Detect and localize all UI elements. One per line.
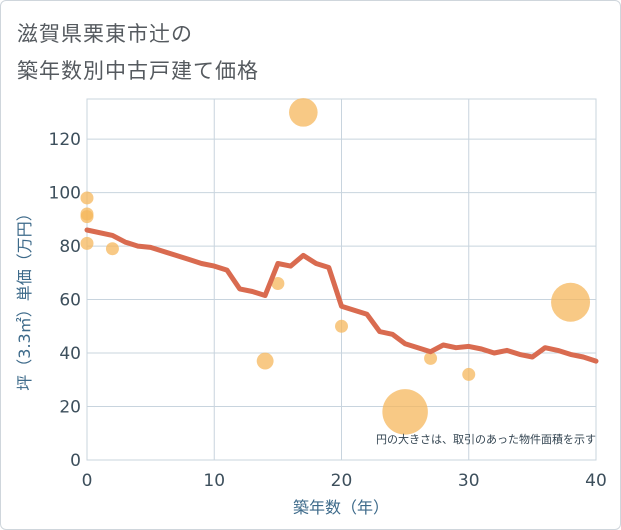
y-tick-label: 60: [59, 291, 81, 311]
bubble-point: [80, 236, 94, 250]
y-tick-label: 120: [49, 130, 81, 150]
y-tick-label: 80: [59, 237, 81, 257]
bubble-point: [105, 242, 119, 256]
bubble-point: [80, 210, 94, 224]
trend-line: [84, 227, 599, 364]
x-tick-label: 10: [203, 471, 225, 491]
x-tick-label: 40: [585, 471, 607, 491]
x-tick-labels: 0 10 20 30 40: [82, 471, 607, 491]
y-tick-label: 100: [49, 184, 81, 204]
chart-title-line1: 滋賀県栗東市辻の: [17, 22, 193, 46]
bubble-point: [271, 277, 285, 291]
bubble-point: [256, 352, 274, 370]
x-tick-label: 0: [82, 471, 93, 491]
bubble-point: [289, 98, 318, 127]
bubble-point: [335, 319, 348, 333]
y-axis-title: 坪（3.3㎡）単価（万円）: [15, 205, 34, 390]
bubble-point: [551, 282, 591, 322]
x-axis-title: 築年数（年）: [293, 498, 389, 517]
bubble-point: [462, 367, 476, 381]
y-tick-labels: 0 20 40 60 80 100 120: [49, 130, 81, 471]
grid-lines: [86, 98, 597, 461]
y-tick-label: 0: [70, 451, 81, 471]
chart-title-line2: 築年数別中古戸建て価格: [17, 59, 259, 83]
y-tick-label: 40: [59, 344, 81, 364]
trend-series: [84, 227, 599, 364]
bubble-point: [80, 191, 94, 205]
bubble-size-note: 円の大きさは、取引のあった物件面積を示す: [376, 432, 596, 446]
y-tick-label: 20: [59, 398, 81, 418]
bubble-series: [80, 98, 591, 435]
bubble-point: [382, 389, 428, 435]
x-tick-label: 30: [458, 471, 480, 491]
x-tick-label: 20: [331, 471, 353, 491]
bubble-point: [424, 351, 438, 365]
